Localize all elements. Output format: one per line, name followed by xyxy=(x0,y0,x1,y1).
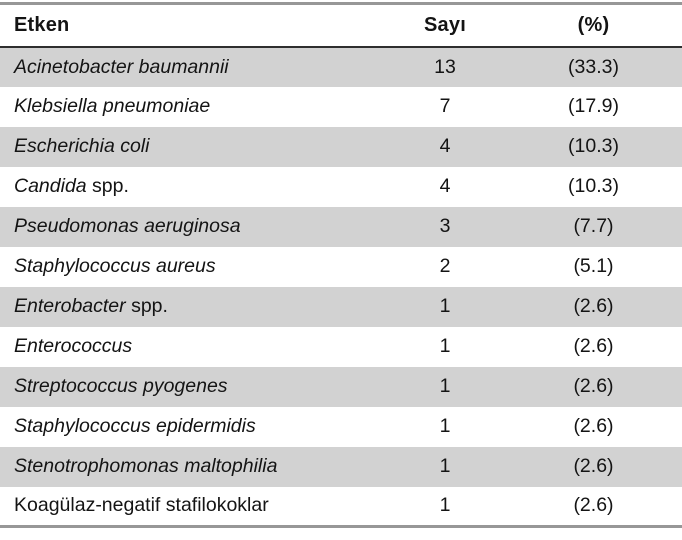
pathogen-name-cell: Staphylococcus aureus xyxy=(0,247,385,287)
pathogen-name-italic: Klebsiella pneumoniae xyxy=(14,95,211,117)
percent-cell: (2.6) xyxy=(573,415,614,437)
table-row: Enterobacter spp. 1 (2.6) xyxy=(0,286,682,327)
count-cell: 1 xyxy=(439,494,451,517)
col-header-sayi: Sayı xyxy=(385,3,505,48)
count-cell: 1 xyxy=(439,455,451,477)
col-header-percent: (%) xyxy=(505,3,682,48)
percent-cell: (2.6) xyxy=(573,375,614,397)
pathogen-name-italic: Enterococcus xyxy=(14,335,133,357)
percent-cell: (2.6) xyxy=(573,455,614,477)
table-row: Candida spp. 4 (10.3) xyxy=(0,167,682,207)
pathogen-name-cell: Candida spp. xyxy=(0,167,385,207)
percent-cell: (5.1) xyxy=(573,255,614,277)
pathogen-name-italic: Stenotrophomonas maltophilia xyxy=(14,455,278,477)
pathogen-table: Etken Sayı (%) Acinetobacter baumannii 1… xyxy=(0,2,682,528)
pathogen-name-cell: Enterobacter spp. xyxy=(0,287,385,327)
table-body: Acinetobacter baumannii 13 (33.3) Klebsi… xyxy=(0,46,682,527)
count-cell: 13 xyxy=(434,55,456,78)
pathogen-name-regular: spp. xyxy=(125,295,168,317)
table-row: Pseudomonas aeruginosa 3 (7.7) xyxy=(0,206,682,247)
pathogen-name-italic: Pseudomonas aeruginosa xyxy=(14,215,241,237)
col-header-etken: Etken xyxy=(0,3,385,48)
percent-cell: (33.3) xyxy=(568,55,619,78)
pathogen-name-italic: Enterobacter xyxy=(14,295,126,317)
table-row: Klebsiella pneumoniae 7 (17.9) xyxy=(0,87,682,127)
header-row: Etken Sayı (%) xyxy=(0,3,682,48)
count-cell: 1 xyxy=(439,375,451,397)
percent-cell: (2.6) xyxy=(573,335,614,357)
pathogen-name-cell: Klebsiella pneumoniae xyxy=(0,87,385,127)
pathogen-name-regular: spp. xyxy=(86,175,129,197)
table-row: Staphylococcus epidermidis 1 (2.6) xyxy=(0,407,682,447)
percent-cell: (10.3) xyxy=(568,135,619,157)
table-row: Acinetobacter baumannii 13 (33.3) xyxy=(0,46,682,87)
pathogen-name-cell: Pseudomonas aeruginosa xyxy=(0,207,385,247)
pathogen-name-cell: Koagülaz-negatif stafilokoklar xyxy=(0,487,385,527)
table-row: Stenotrophomonas maltophilia 1 (2.6) xyxy=(0,446,682,487)
pathogen-name-cell: Acinetobacter baumannii xyxy=(0,47,385,87)
pathogen-name-cell: Escherichia coli xyxy=(0,127,385,167)
percent-cell: (2.6) xyxy=(573,494,614,517)
percent-cell: (17.9) xyxy=(568,95,619,117)
pathogen-name-italic: Acinetobacter baumannii xyxy=(14,55,229,78)
count-cell: 7 xyxy=(439,95,451,117)
pathogen-name-cell: Stenotrophomonas maltophilia xyxy=(0,447,385,487)
count-cell: 4 xyxy=(439,175,451,197)
pathogen-name-regular: Koagülaz-negatif stafilokoklar xyxy=(14,494,269,517)
pathogen-name-italic: Streptococcus pyogenes xyxy=(14,375,228,397)
pathogen-name-cell: Enterococcus xyxy=(0,327,385,367)
table-row: Staphylococcus aureus 2 (5.1) xyxy=(0,247,682,287)
count-cell: 1 xyxy=(439,295,451,317)
pathogen-name-italic: Staphylococcus aureus xyxy=(14,255,216,277)
pathogen-name-cell: Staphylococcus epidermidis xyxy=(0,407,385,447)
count-cell: 2 xyxy=(439,255,451,277)
pathogen-name-italic: Escherichia coli xyxy=(14,135,150,157)
count-cell: 4 xyxy=(439,135,451,157)
count-cell: 1 xyxy=(439,335,451,357)
table-row: Koagülaz-negatif stafilokoklar 1 (2.6) xyxy=(0,487,682,527)
table-header: Etken Sayı (%) xyxy=(0,3,682,48)
percent-cell: (7.7) xyxy=(573,215,614,237)
pathogen-name-italic: Candida xyxy=(14,175,87,197)
count-cell: 3 xyxy=(439,215,451,237)
percent-cell: (2.6) xyxy=(573,295,614,317)
count-cell: 1 xyxy=(439,415,451,437)
table-row: Escherichia coli 4 (10.3) xyxy=(0,126,682,167)
pathogen-name-cell: Streptococcus pyogenes xyxy=(0,367,385,407)
percent-cell: (10.3) xyxy=(568,175,619,197)
pathogen-name-italic: Staphylococcus epidermidis xyxy=(14,415,256,437)
table-row: Enterococcus 1 (2.6) xyxy=(0,327,682,367)
table-row: Streptococcus pyogenes 1 (2.6) xyxy=(0,366,682,407)
